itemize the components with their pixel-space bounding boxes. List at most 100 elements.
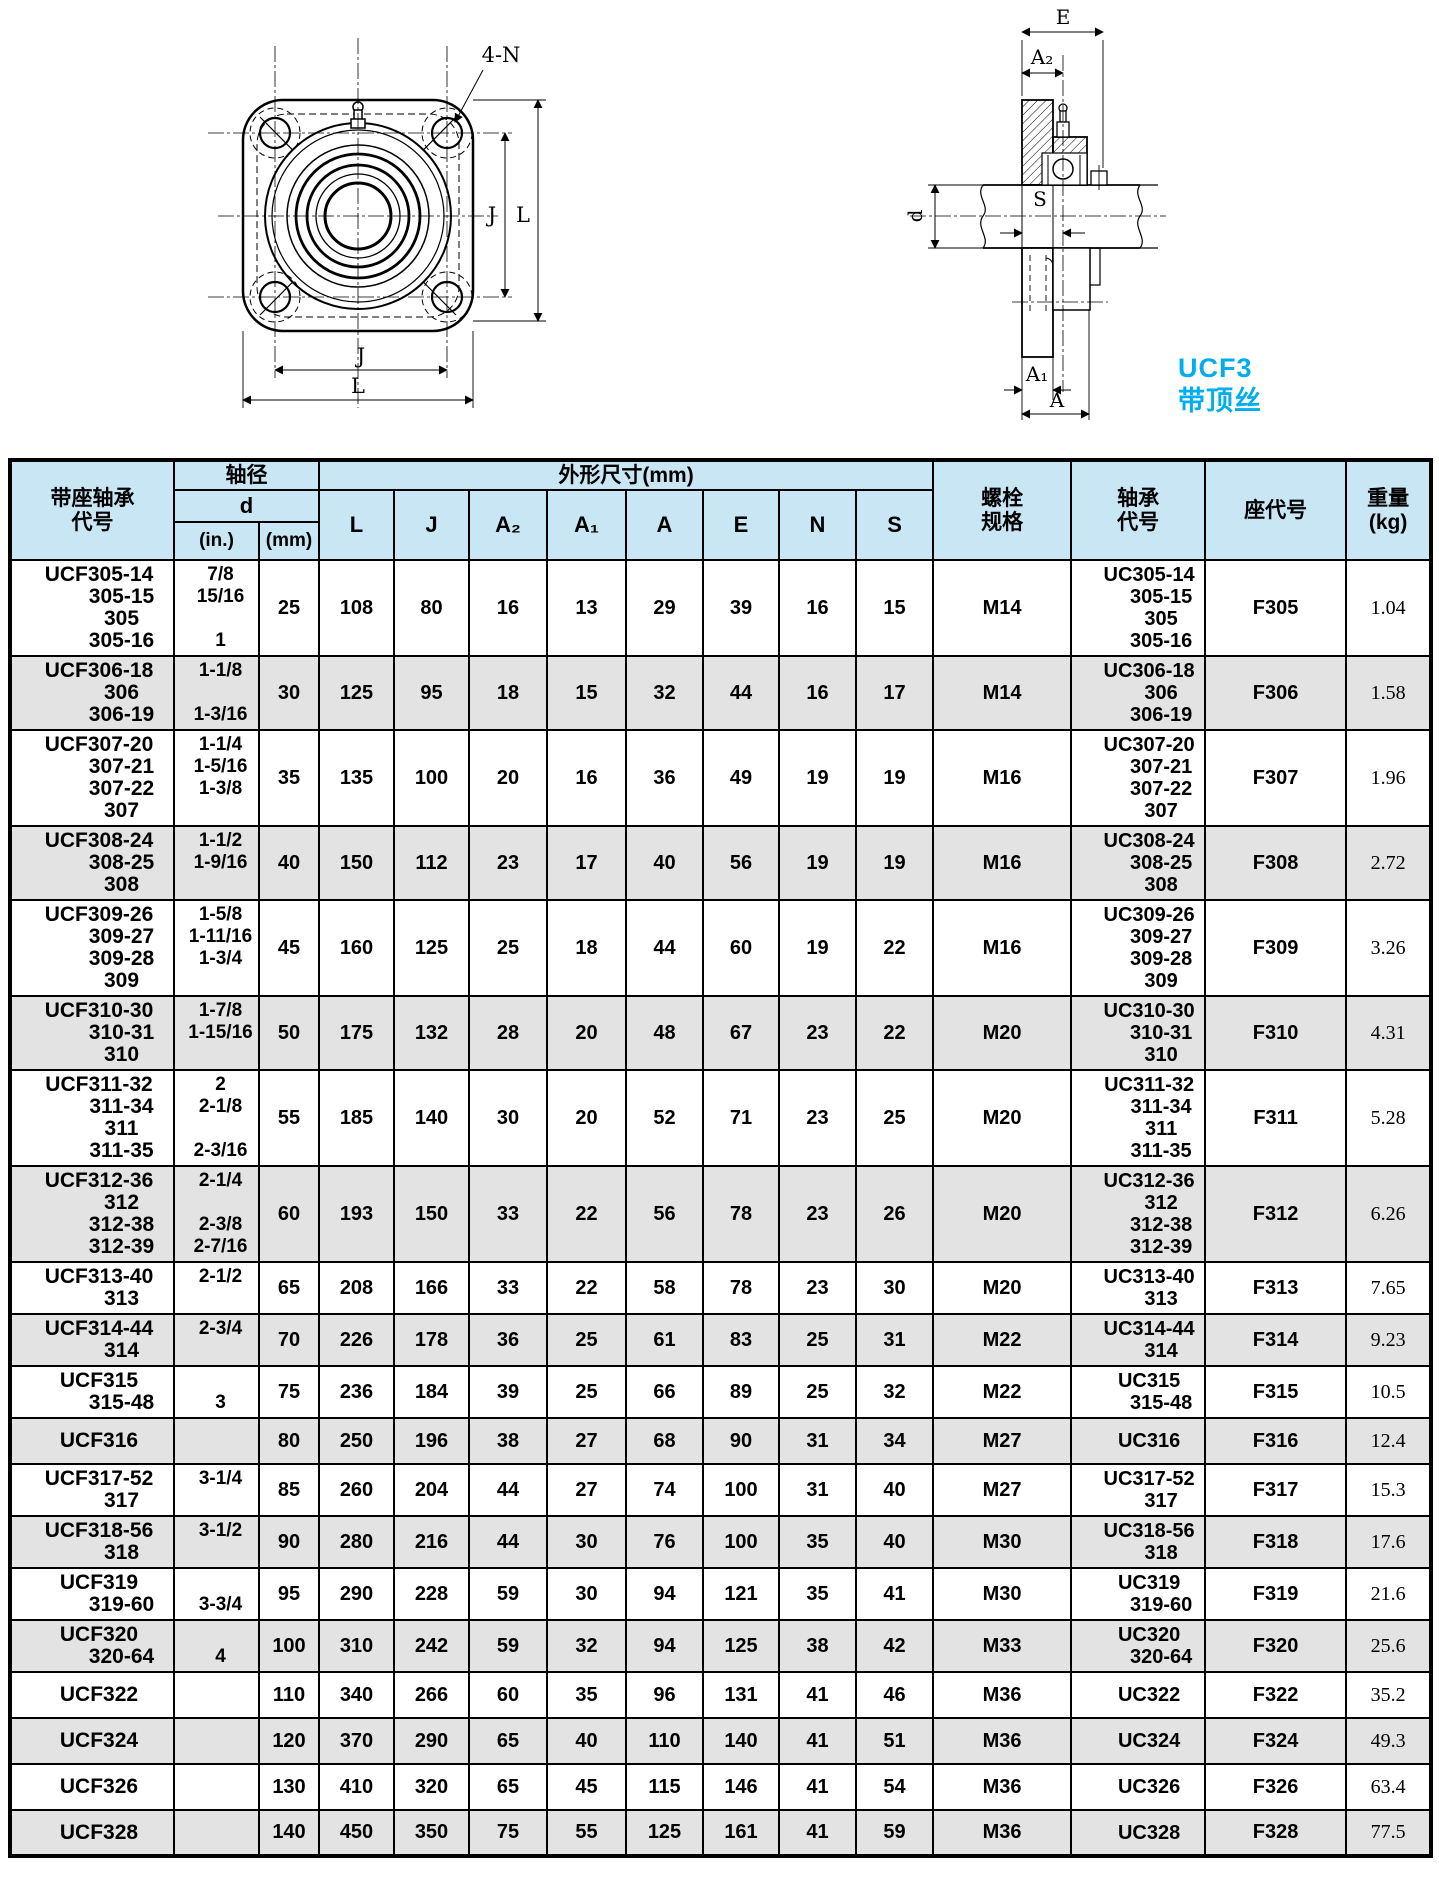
table-body: UCF305-14 305-15 305 305-16 7/8 15/16 1 25 108 8… bbox=[9, 559, 1433, 1857]
table-cell: 77.5 bbox=[1345, 1809, 1433, 1857]
table-cell: 41 bbox=[854, 1567, 935, 1621]
table-cell: 34 bbox=[854, 1417, 935, 1465]
table-row: UCF310-30 310-31 310 1-7/8 1-15/16 50 175 132 2… bbox=[9, 995, 1433, 1071]
table-cell: 95 bbox=[393, 655, 470, 731]
header-d: d bbox=[173, 489, 320, 523]
header-dim-a1: A₁ bbox=[546, 489, 627, 561]
table-cell: 80 bbox=[393, 559, 470, 657]
table-cell: 1-1/4 1-5/16 1-3/8 bbox=[173, 729, 260, 827]
header-housing: 座代号 bbox=[1204, 459, 1348, 561]
table-cell: 110 bbox=[625, 1717, 704, 1765]
table-cell: UC306-18 306 306-19 bbox=[1070, 655, 1207, 731]
dim-label-j-bottom: J bbox=[355, 344, 365, 368]
table-cell: UCF306-18 306 306-19 bbox=[9, 655, 175, 731]
table-cell: UCF324 bbox=[9, 1717, 175, 1765]
table-cell: UC310-30 310-31 310 bbox=[1070, 995, 1207, 1071]
table-cell: M14 bbox=[932, 559, 1073, 657]
table-cell: 40 bbox=[854, 1515, 935, 1569]
table-cell: F306 bbox=[1204, 655, 1348, 731]
table-cell: 25.6 bbox=[1345, 1619, 1433, 1673]
series-code: UCF3 bbox=[1178, 353, 1253, 383]
table-cell: 30 bbox=[468, 1069, 548, 1167]
table-cell: 6.26 bbox=[1345, 1165, 1433, 1263]
table-cell: 36 bbox=[468, 1313, 548, 1367]
table-cell: 204 bbox=[393, 1463, 470, 1517]
table-cell: 23 bbox=[778, 1165, 857, 1263]
table-cell: 70 bbox=[258, 1313, 320, 1367]
table-cell: 95 bbox=[258, 1567, 320, 1621]
table-cell: 25 bbox=[468, 899, 548, 997]
table-cell: 125 bbox=[625, 1809, 704, 1857]
header-dim-e: E bbox=[702, 489, 780, 561]
table-cell: UCF307-20 307-21 307-22 307 bbox=[9, 729, 175, 827]
table-cell: 60 bbox=[258, 1165, 320, 1263]
table-cell: 63.4 bbox=[1345, 1763, 1433, 1811]
table-cell: 125 bbox=[318, 655, 395, 731]
table-cell: UCF312-36 312 312-38 312-39 bbox=[9, 1165, 175, 1263]
table-cell: 75 bbox=[258, 1365, 320, 1419]
table-cell: M20 bbox=[932, 995, 1073, 1071]
header-dims-group: 外形尺寸(mm) bbox=[317, 459, 935, 491]
table-cell: UCF328 bbox=[9, 1809, 175, 1857]
table-cell: 166 bbox=[393, 1261, 470, 1315]
table-cell: 3.26 bbox=[1345, 899, 1433, 997]
table-cell: 135 bbox=[318, 729, 395, 827]
table-cell: 23 bbox=[778, 1069, 857, 1167]
table-cell: 1-5/8 1-11/16 1-3/4 bbox=[173, 899, 260, 997]
table-cell: 38 bbox=[778, 1619, 857, 1673]
table-cell: 2-1/4 2-3/8 2-7/16 bbox=[173, 1165, 260, 1263]
table-cell: M16 bbox=[932, 825, 1073, 901]
table-cell: 42 bbox=[854, 1619, 935, 1673]
table-cell: 54 bbox=[854, 1763, 935, 1811]
table-cell: 59 bbox=[854, 1809, 935, 1857]
table-cell: 39 bbox=[702, 559, 780, 657]
table-cell: 250 bbox=[318, 1417, 395, 1465]
table-cell: UC308-24 308-25 308 bbox=[1070, 825, 1207, 901]
table-cell: 19 bbox=[854, 729, 935, 827]
table-cell: 25 bbox=[258, 559, 320, 657]
table-cell: 121 bbox=[702, 1567, 780, 1621]
table-cell: 25 bbox=[854, 1069, 935, 1167]
table-cell: 115 bbox=[625, 1763, 704, 1811]
table-cell: M14 bbox=[932, 655, 1073, 731]
table-cell: 7.65 bbox=[1345, 1261, 1433, 1315]
table-cell: 340 bbox=[318, 1671, 395, 1719]
table-cell: 25 bbox=[546, 1313, 627, 1367]
flange-section-view-drawing: E A₂ S d A₁ A bbox=[903, 5, 1166, 420]
table-cell: 15.3 bbox=[1345, 1463, 1433, 1517]
table-cell: M20 bbox=[932, 1165, 1073, 1263]
table-row: UCF307-20 307-21 307-22 307 1-1/4 1-5/16 1-3/8… bbox=[9, 729, 1433, 827]
table-cell: 85 bbox=[258, 1463, 320, 1517]
table-cell: UC319 319-60 bbox=[1070, 1567, 1207, 1621]
table-cell: 290 bbox=[393, 1717, 470, 1765]
table-cell: 83 bbox=[702, 1313, 780, 1367]
table-cell: 13 bbox=[546, 559, 627, 657]
table-cell: UCF318-56 318 bbox=[9, 1515, 175, 1569]
table-cell: 41 bbox=[778, 1717, 857, 1765]
table-cell: 120 bbox=[258, 1717, 320, 1765]
table-cell: 32 bbox=[625, 655, 704, 731]
header-dim-a: A bbox=[625, 489, 704, 561]
table-cell: 66 bbox=[625, 1365, 704, 1419]
table-cell: 100 bbox=[393, 729, 470, 827]
table-cell: F324 bbox=[1204, 1717, 1348, 1765]
table-cell: 41 bbox=[778, 1671, 857, 1719]
table-cell: F316 bbox=[1204, 1417, 1348, 1465]
table-cell: 22 bbox=[546, 1261, 627, 1315]
table-row: UCF318-56 318 3-1/2 90 280 216 44 30 76 100 35 40 M… bbox=[9, 1515, 1433, 1569]
table-cell: UC315 315-48 bbox=[1070, 1365, 1207, 1419]
table-cell: 350 bbox=[393, 1809, 470, 1857]
table-cell: 16 bbox=[468, 559, 548, 657]
table-cell: 2-1/2 bbox=[173, 1261, 260, 1315]
table-cell: F312 bbox=[1204, 1165, 1348, 1263]
table-cell: UCF320 320-64 bbox=[9, 1619, 175, 1673]
table-cell: UCF311-32 311-34 311 311-35 bbox=[9, 1069, 175, 1167]
table-cell: M20 bbox=[932, 1069, 1073, 1167]
table-cell: F313 bbox=[1204, 1261, 1348, 1315]
table-cell: 1-1/8 1-3/16 bbox=[173, 655, 260, 731]
table-cell: 90 bbox=[258, 1515, 320, 1569]
table-cell: 12.4 bbox=[1345, 1417, 1433, 1465]
table-row: UCF328 140 450 350 75 55 125 161 41 59 M36 UC328 F3… bbox=[9, 1809, 1433, 1857]
table-cell: UC328 bbox=[1070, 1809, 1207, 1857]
table-cell: 132 bbox=[393, 995, 470, 1071]
